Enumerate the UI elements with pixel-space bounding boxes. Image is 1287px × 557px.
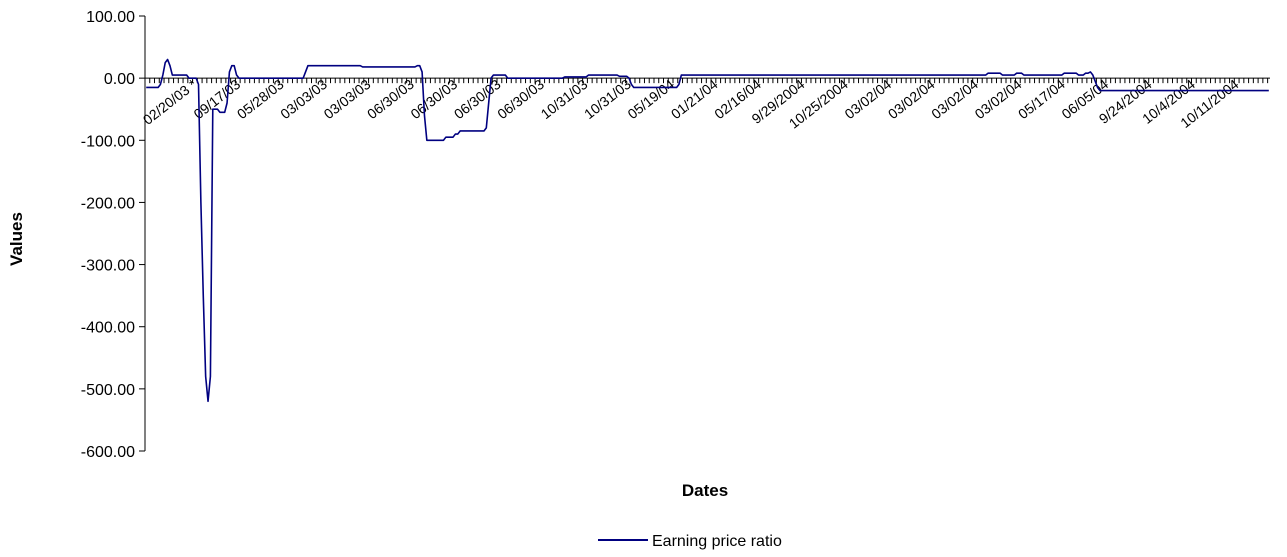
- x-tick-label: 06/30/03: [364, 76, 417, 122]
- y-tick-label: -600.00: [81, 444, 135, 461]
- y-axis-title: Values: [7, 212, 26, 266]
- x-tick-label: 03/03/03: [321, 76, 374, 122]
- series-line-0: [146, 58, 1269, 403]
- x-tick-label: 10/31/03: [538, 76, 591, 122]
- y-tick-label: -100.00: [81, 133, 135, 150]
- y-tick-label: 100.00: [86, 9, 135, 26]
- x-axis: 02/20/03 *09/17/0305/28/0303/03/0303/03/…: [140, 76, 1270, 132]
- series-lines: [146, 58, 1269, 403]
- y-axis: 100.00 0.00 -100.00 -200.00 -300.00 -400.00 -5…: [81, 9, 146, 461]
- y-tick-label: -300.00: [81, 258, 135, 275]
- x-tick-label: 03/02/04: [928, 76, 981, 122]
- y-tick-label: 0.00: [104, 71, 135, 88]
- x-tick-label: 06/30/03: [407, 76, 460, 122]
- x-tick-label: 05/28/03: [234, 76, 287, 122]
- x-axis-title: Dates: [682, 481, 728, 500]
- x-tick-label: 02/20/03 *: [140, 76, 201, 128]
- legend-label: Earning price ratio: [652, 533, 782, 550]
- x-tick-label: 03/02/04: [972, 76, 1025, 122]
- x-tick-label: 05/19/04: [624, 76, 677, 122]
- x-tick-label: 05/17/04: [1015, 76, 1068, 122]
- x-tick-label: 03/03/03: [277, 76, 330, 122]
- legend: Earning price ratio: [598, 533, 782, 550]
- y-tick-label: -200.00: [81, 195, 135, 212]
- x-tick-label: 10/31/03: [581, 76, 634, 122]
- y-tick-label: -400.00: [81, 320, 135, 337]
- y-tick-label: -500.00: [81, 382, 135, 399]
- x-tick-label: 01/21/04: [668, 76, 721, 122]
